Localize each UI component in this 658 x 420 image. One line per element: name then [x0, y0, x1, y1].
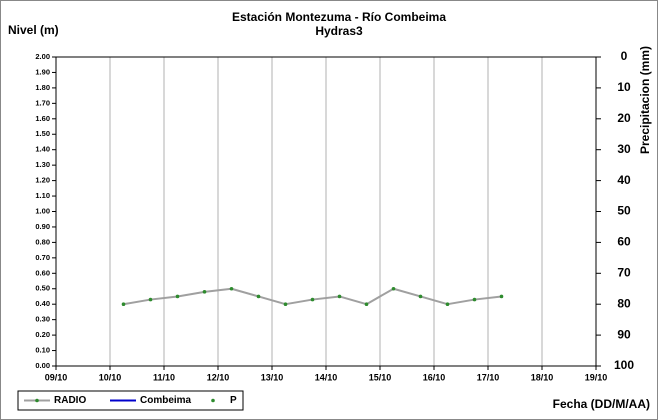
x-tick-label: 12/10 — [207, 372, 230, 382]
y-tick-label: 0.30 — [35, 315, 50, 324]
y-tick-label: 2.00 — [35, 52, 50, 61]
y-tick-label: 1.30 — [35, 160, 50, 169]
y-tick-label: 0.50 — [35, 284, 50, 293]
y2-tick-label: 70 — [617, 265, 631, 279]
plot-frame — [55, 56, 597, 367]
x-tick-label: 16/10 — [423, 372, 446, 382]
y-tick-label: 0.60 — [35, 268, 50, 277]
x-tick-label: 11/10 — [153, 372, 175, 382]
x-tick-label: 18/10 — [531, 372, 554, 382]
data-point — [202, 290, 207, 294]
data-point — [418, 294, 423, 299]
y-tick-label: 0.10 — [35, 346, 50, 355]
x-tick-label: 19/10 — [585, 372, 608, 382]
y-tick-label: 0.90 — [35, 222, 50, 231]
y-tick-label: 0.80 — [35, 237, 50, 246]
y-tick-label: 1.00 — [35, 206, 50, 215]
y2-tick-label: 0 — [621, 49, 628, 63]
y-tick-label: 1.50 — [35, 129, 50, 138]
x-tick-label: 17/10 — [477, 372, 500, 382]
legend-label: Combeima — [140, 395, 192, 406]
data-point — [175, 294, 180, 299]
y-tick-label: 0.20 — [35, 330, 50, 339]
y2-tick-label: 80 — [617, 296, 631, 310]
y-tick-label: 1.90 — [35, 67, 50, 76]
y-tick-label: 0.00 — [35, 361, 50, 370]
data-point — [499, 294, 504, 299]
x-tick-label: 14/10 — [315, 372, 338, 382]
chart-subtitle: Hydras3 — [315, 24, 363, 38]
legend-label: RADIO — [54, 395, 86, 406]
y-tick-label: 1.20 — [35, 176, 50, 185]
chart-title: Estación Montezuma - Río Combeima — [232, 10, 446, 24]
data-point — [445, 302, 450, 307]
data-point — [337, 294, 342, 299]
y-tick-label: 1.80 — [35, 83, 50, 92]
legend-marker — [211, 398, 215, 403]
data-point — [229, 286, 234, 291]
y2-axis-label: Precipitacion (mm) — [638, 46, 652, 154]
data-point — [310, 297, 315, 302]
y2-tick-label: 60 — [617, 235, 631, 249]
data-point — [283, 302, 288, 307]
y2-tick-label: 50 — [617, 204, 631, 218]
y2-tick-label: 40 — [617, 173, 631, 187]
data-point — [256, 294, 261, 299]
y-tick-label: 0.70 — [35, 253, 50, 262]
y-tick-label: 1.60 — [35, 114, 50, 123]
y-tick-label: 1.10 — [35, 191, 50, 200]
x-tick-label: 10/10 — [99, 372, 122, 382]
y-tick-label: 1.70 — [35, 98, 50, 107]
y-tick-label: 1.40 — [35, 145, 50, 154]
y2-tick-label: 90 — [617, 327, 631, 341]
y2-tick-label: 20 — [617, 111, 631, 125]
y2-tick-label: 30 — [617, 142, 631, 156]
data-point — [121, 302, 126, 307]
y2-tick-label: 10 — [617, 80, 631, 94]
data-point — [364, 302, 369, 307]
x-tick-label: 09/10 — [45, 372, 68, 382]
legend-marker — [35, 398, 39, 403]
legend-label: P — [230, 395, 237, 406]
x-tick-label: 15/10 — [369, 372, 392, 382]
x-tick-label: 13/10 — [261, 372, 284, 382]
y2-tick-label: 100 — [614, 358, 634, 372]
x-axis-label: Fecha (DD/M/AA) — [553, 397, 650, 411]
y-axis-label: Nivel (m) — [8, 23, 59, 37]
data-point — [472, 297, 477, 302]
y-tick-label: 0.40 — [35, 299, 50, 308]
data-point — [391, 286, 396, 291]
data-point — [148, 297, 153, 302]
